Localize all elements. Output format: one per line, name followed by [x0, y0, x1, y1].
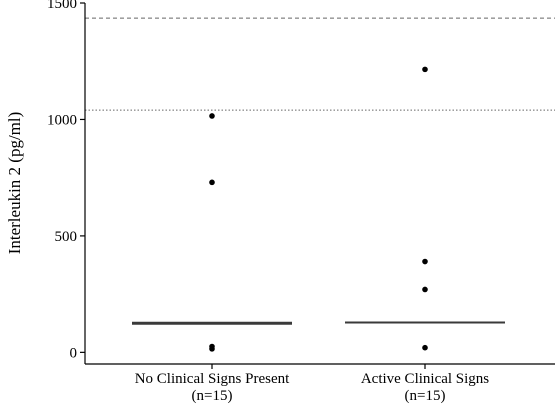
data-point: [422, 286, 428, 293]
y-tick-label: 1000: [47, 112, 77, 128]
data-point: [422, 66, 428, 73]
data-point: [209, 113, 215, 119]
x-category-count: (n=15): [405, 388, 446, 404]
y-ticks: 0 500 1000 1500: [47, 0, 85, 361]
data-point: [209, 346, 215, 352]
x-category-label: No Clinical Signs Present: [135, 371, 290, 387]
axes: [84, 3, 555, 365]
y-tick-label: 500: [55, 229, 78, 245]
y-tick-label: 0: [70, 345, 78, 361]
y-axis-title: Interleukin 2 (pg/ml): [5, 112, 24, 255]
data-point: [422, 344, 428, 351]
data-point: [209, 179, 215, 186]
x-category-count: (n=15): [192, 388, 233, 404]
reference-lines: [85, 17, 555, 111]
x-categories: No Clinical Signs Present(n=15)Active Cl…: [135, 364, 489, 404]
x-category-label: Active Clinical Signs: [361, 371, 489, 387]
data-point: [422, 258, 428, 265]
data-points: [209, 66, 428, 352]
y-tick-label: 1500: [47, 0, 77, 12]
median-lines: [132, 321, 505, 325]
